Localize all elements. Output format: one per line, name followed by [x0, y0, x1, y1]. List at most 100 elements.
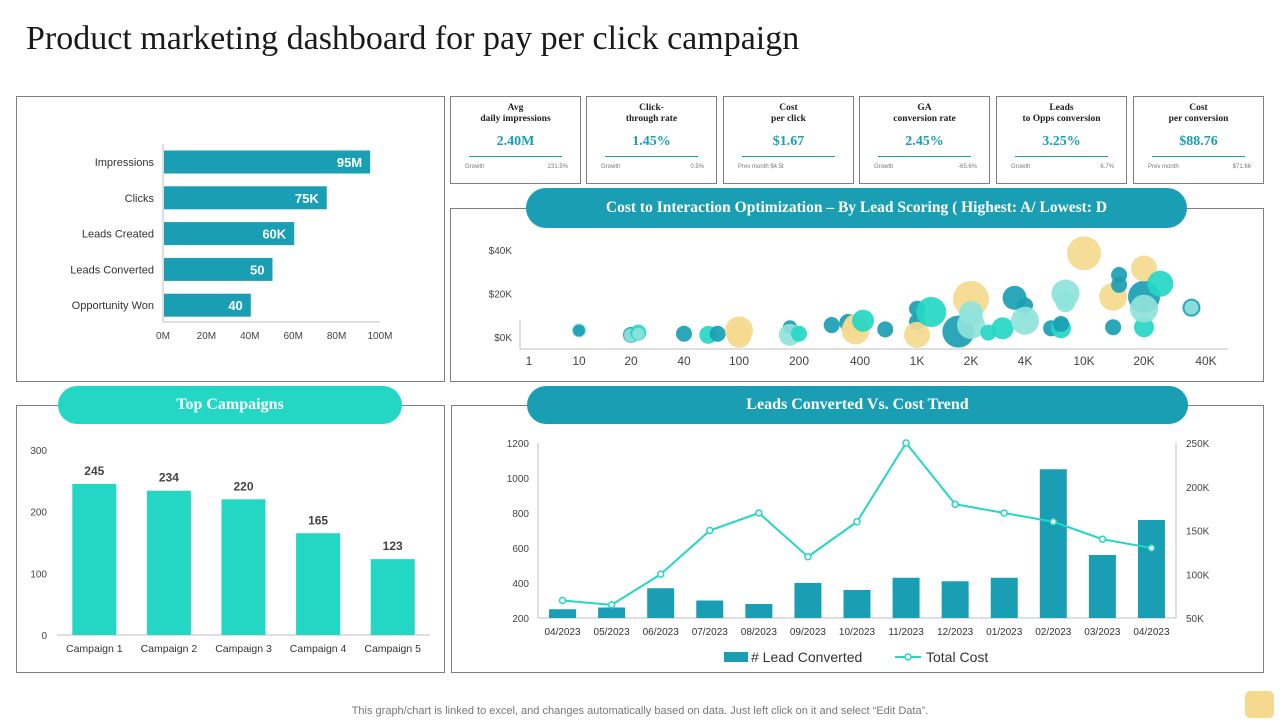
funnel-x-tick-label: 40M	[240, 331, 259, 342]
trend-left-tick-label: 1000	[507, 474, 530, 485]
bubble-point	[916, 296, 947, 327]
trend-panel	[451, 405, 1264, 673]
trend-right-tick-label: 200K	[1186, 483, 1210, 494]
bubble-x-tick-label: 40	[677, 354, 691, 368]
bubble-x-tick-label: 20	[624, 354, 638, 368]
kpi-card-ga-conversion: GA conversion rate 2.45% Growth -65.6%	[859, 96, 990, 184]
kpi-label-line2: to Opps conversion	[1022, 114, 1101, 124]
kpi-divider	[742, 156, 835, 157]
kpi-label-line2: per click	[771, 114, 806, 124]
funnel-bar	[164, 257, 273, 281]
trend-x-tick-label: 05/2023	[594, 627, 631, 638]
trend-cost-point	[558, 596, 567, 605]
kpi-card-ctr: Click-through rate 1.45% Growth 0.5%	[586, 96, 717, 184]
funnel-x-tick-label: 60M	[283, 331, 302, 342]
kpi-label-line2: daily impressions	[480, 114, 551, 124]
trend-lead-bar	[1137, 520, 1165, 618]
bubble-point	[1111, 276, 1128, 293]
bubble-x-tick-label: 400	[850, 354, 870, 368]
campaigns-data-label: 165	[308, 513, 328, 527]
bubble-point	[1130, 294, 1158, 323]
campaigns-x-tick-label: Campaign 3	[215, 643, 272, 655]
trend-lead-bar	[990, 577, 1018, 618]
funnel-bar	[164, 293, 251, 317]
bubble-y-tick-label: $20K	[489, 290, 513, 301]
kpi-label: Avg daily impressions	[451, 103, 580, 125]
legend-line-marker	[904, 653, 912, 661]
funnel-x-tick-label: 100M	[367, 331, 392, 342]
kpi-label: Leads to Opps conversion	[997, 103, 1126, 125]
funnel-category-label: Opportunity Won	[72, 300, 154, 312]
kpi-label-line1: Cost	[779, 103, 798, 113]
trend-lead-bar	[647, 588, 675, 618]
kpi-foot-left: Growth	[1011, 164, 1031, 170]
trend-lead-bar	[696, 600, 724, 618]
trend-cost-point	[902, 439, 910, 447]
trend-lead-bar	[1039, 469, 1067, 618]
bubble-x-tick-label: 4K	[1018, 354, 1033, 368]
funnel-data-label: 95M	[337, 155, 362, 170]
kpi-label-line1: Leads	[1049, 103, 1074, 113]
campaigns-data-label: 123	[383, 539, 403, 553]
funnel-category-label: Leads Converted	[70, 264, 154, 276]
funnel-data-label: 40	[228, 298, 242, 313]
funnel-bar	[164, 186, 327, 210]
trend-cost-point	[951, 500, 959, 508]
bubble-point	[791, 325, 807, 342]
bubble-x-tick-label: 2K	[964, 354, 979, 368]
bubble-point	[1131, 255, 1157, 282]
trend-right-tick-label: 250K	[1186, 439, 1210, 450]
trend-lead-bar	[549, 609, 577, 618]
kpi-foot-right: 0.5%	[690, 164, 704, 170]
corner-badge	[1245, 691, 1274, 718]
funnel-category-label: Leads Created	[82, 229, 154, 241]
kpi-foot-left: Growth	[874, 164, 894, 170]
kpi-divider	[878, 156, 971, 157]
kpi-foot-left: Growth	[465, 164, 485, 170]
trend-lead-bar	[598, 607, 626, 618]
trend-x-tick-label: 01/2023	[986, 627, 1023, 638]
campaigns-bar	[146, 490, 191, 635]
campaigns-bar	[296, 533, 341, 635]
bubble-point	[1105, 319, 1122, 336]
trend-cost-point	[656, 570, 665, 578]
bubble-point	[727, 323, 751, 348]
kpi-card-cost-per-click: Cost per click $1.67 Prev month $4.5t	[723, 96, 854, 184]
footnote: This graph/chart is linked to excel, and…	[351, 705, 929, 717]
kpi-foot-left: Growth	[601, 164, 621, 170]
kpi-card-leads-to-opps: Leads to Opps conversion 3.25% Growth 6.7%	[996, 96, 1127, 184]
trend-lead-bar	[892, 577, 920, 618]
trend-cost-point	[755, 509, 763, 517]
trend-x-tick-label: 09/2023	[790, 627, 827, 638]
campaigns-x-tick-label: Campaign 4	[290, 643, 347, 655]
kpi-foot-left: Prev month $4.5t	[738, 164, 784, 170]
trend-left-tick-label: 1200	[507, 439, 530, 450]
trend-cost-point	[1000, 509, 1008, 517]
campaigns-y-tick-label: 300	[30, 446, 47, 457]
funnel-bar	[164, 150, 371, 174]
trend-cost-point	[706, 526, 714, 535]
bubble-point	[632, 327, 645, 340]
funnel-x-tick-label: 20M	[197, 331, 216, 342]
kpi-label-line1: GA	[917, 103, 932, 113]
trend-x-tick-label: 11/2023	[888, 627, 924, 638]
funnel-category-label: Impressions	[95, 157, 155, 169]
kpi-footer: Prev month $4.5t	[738, 164, 841, 170]
trend-lead-bar	[794, 583, 822, 618]
bubble-point	[904, 321, 930, 348]
bubble-point	[877, 321, 894, 338]
trend-lead-bar	[941, 581, 969, 618]
kpi-label: Cost per click	[724, 103, 853, 125]
campaigns-data-label: 245	[84, 464, 104, 478]
kpi-label-line1: Avg	[507, 103, 524, 113]
campaigns-data-label: 220	[233, 479, 253, 493]
page-title: Product marketing dashboard for pay per …	[26, 20, 800, 57]
kpi-value: 2.45%	[905, 134, 944, 149]
trend-cost-point	[607, 601, 616, 609]
kpi-value: $1.67	[772, 134, 805, 149]
campaigns-chart-header: Top Campaigns	[58, 386, 402, 424]
kpi-footer: Prev month $71.66	[1148, 164, 1251, 170]
bubble-x-tick-label: 20K	[1133, 354, 1154, 368]
trend-right-tick-label: 150K	[1186, 527, 1210, 538]
